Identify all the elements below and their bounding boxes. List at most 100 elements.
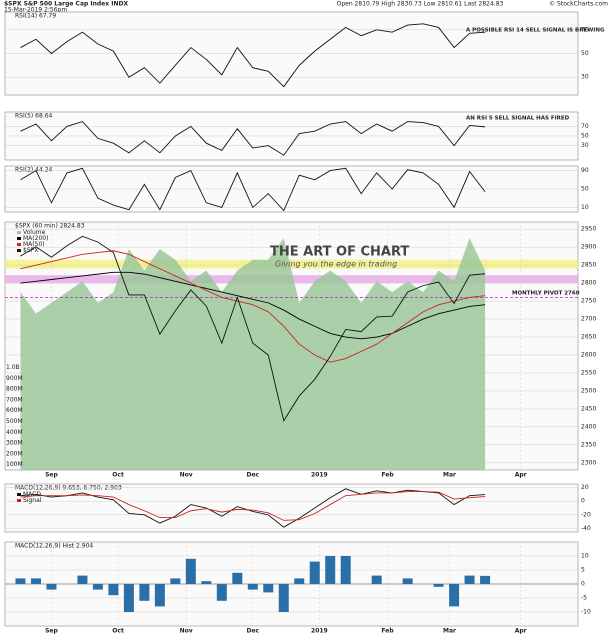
y-tick-label: 2550	[581, 369, 596, 376]
legend-label: MACD	[23, 491, 41, 498]
panel-title: MACD(12,26,9) 9.653, 6.750, 2.903	[15, 485, 122, 492]
hist-bar	[340, 556, 351, 584]
y-tick-label: 2850	[581, 262, 596, 269]
x-tick-label: Mar	[443, 628, 456, 635]
y-tick-label: 50	[581, 186, 589, 193]
x-tick-label: Apr	[515, 628, 527, 635]
x-tick-label: Sep	[45, 472, 58, 479]
y-tick-label: 30	[581, 142, 589, 149]
legend-swatch	[17, 493, 21, 496]
legend-swatch	[17, 243, 21, 246]
y-tick-label: 30	[581, 74, 589, 81]
series-line	[20, 488, 486, 528]
y2-tick-label: 1.0B	[6, 364, 20, 371]
panel-title: $SPX (60 min) 2824.83	[15, 223, 85, 230]
x-tick-label: Dec	[246, 472, 259, 479]
series-line	[20, 121, 486, 156]
y2-tick-label: 200M	[6, 450, 23, 457]
legend-swatch	[17, 249, 21, 252]
legend-label: $SPX	[23, 247, 38, 254]
y-tick-label: 2700	[581, 316, 596, 323]
annotation: AN RSI 5 SELL SIGNAL HAS FIRED	[466, 116, 570, 122]
x-tick-label: Nov	[180, 628, 193, 635]
header-date: 15-Mar-2019 2:56pm	[4, 7, 67, 14]
y-tick-label: 2300	[581, 459, 596, 466]
hist-bar	[92, 584, 103, 590]
y-tick-label: 2950	[581, 226, 596, 233]
hist-bar	[30, 578, 41, 584]
y-tick-label: 0	[581, 581, 585, 588]
y-tick-label: 10	[581, 204, 589, 211]
x-tick-label: Apr	[515, 472, 527, 479]
hist-bar	[464, 575, 475, 584]
hist-bar	[139, 584, 150, 601]
x-tick-label: Nov	[180, 472, 193, 479]
x-tick-label: 2019	[311, 472, 328, 479]
panel	[4, 483, 579, 533]
logo-tagline: Giving you the edge in trading	[275, 260, 397, 269]
hist-bar	[232, 572, 243, 584]
band	[5, 259, 578, 269]
panel-title: RSI(14) 67.79	[15, 13, 56, 20]
y2-tick-label: 400M	[6, 429, 23, 436]
header-source: © StockCharts.com	[549, 1, 608, 8]
header-title: $SPX S&P 500 Large Cap Index INDX	[4, 1, 128, 8]
x-tick-label: Sep	[45, 628, 58, 635]
hist-bar	[278, 584, 289, 612]
panel-title: RSI(5) 68.64	[15, 113, 53, 120]
y-tick-label: 2750	[581, 298, 596, 305]
y-tick-label: -20	[581, 511, 591, 518]
hist-bar	[154, 584, 165, 607]
y2-tick-label: 500M	[6, 418, 23, 425]
y-tick-label: -10	[581, 609, 591, 616]
header-quote: Open 2810.79 High 2830.73 Low 2810.61 La…	[337, 1, 504, 8]
hist-bar	[201, 581, 212, 584]
x-tick-label: Feb	[381, 628, 394, 635]
y-tick-label: 10	[581, 553, 589, 560]
x-tick-label: Oct	[112, 472, 124, 479]
panel-title: MACD(12,26,9) Hist 2.904	[15, 543, 93, 550]
hist-bar	[325, 556, 336, 584]
series-line	[20, 271, 486, 340]
hist-bar	[371, 575, 382, 584]
x-tick-label: Mar	[443, 472, 456, 479]
hist-bar	[123, 584, 134, 612]
y-tick-label: 0	[581, 498, 585, 505]
y-tick-label: 2450	[581, 405, 596, 412]
y-tick-label: 2650	[581, 334, 596, 341]
legend-label: Signal	[23, 497, 42, 504]
panel-title: RSI(2) 44.24	[15, 167, 53, 174]
legend-swatch	[17, 231, 21, 234]
hist-bar	[449, 584, 460, 607]
x-tick-label: Oct	[112, 628, 124, 635]
hist-bar	[108, 584, 119, 596]
hist-bar	[216, 584, 227, 601]
y-tick-label: 2800	[581, 280, 596, 287]
hist-bar	[402, 578, 413, 584]
hist-bar	[185, 558, 196, 584]
series-line	[20, 167, 486, 212]
hist-bar	[433, 584, 444, 587]
legend-label: MA(50)	[23, 241, 45, 248]
hist-bar	[294, 578, 305, 584]
y-tick-label: 20	[581, 484, 589, 491]
legend-label: Volume	[23, 229, 46, 236]
x-tick-label: Dec	[246, 628, 259, 635]
y-tick-label: 2600	[581, 351, 596, 358]
hist-bar	[46, 584, 57, 590]
legend-swatch	[17, 237, 21, 240]
hist-bar	[480, 575, 491, 584]
y-tick-label: -40	[581, 525, 591, 532]
y-tick-label: 50	[581, 50, 589, 57]
y-tick-label: 50	[581, 133, 589, 140]
y-tick-label: 5	[581, 567, 585, 574]
logo-title: THE ART OF CHART	[270, 245, 409, 260]
y-tick-label: -5	[581, 595, 587, 602]
hist-bar	[170, 578, 181, 584]
hist-bar	[263, 584, 274, 593]
y2-tick-label: 800M	[6, 386, 23, 393]
y2-tick-label: 100M	[6, 461, 23, 468]
y-tick-label: 70	[581, 26, 589, 33]
y-tick-label: 90	[581, 167, 589, 174]
